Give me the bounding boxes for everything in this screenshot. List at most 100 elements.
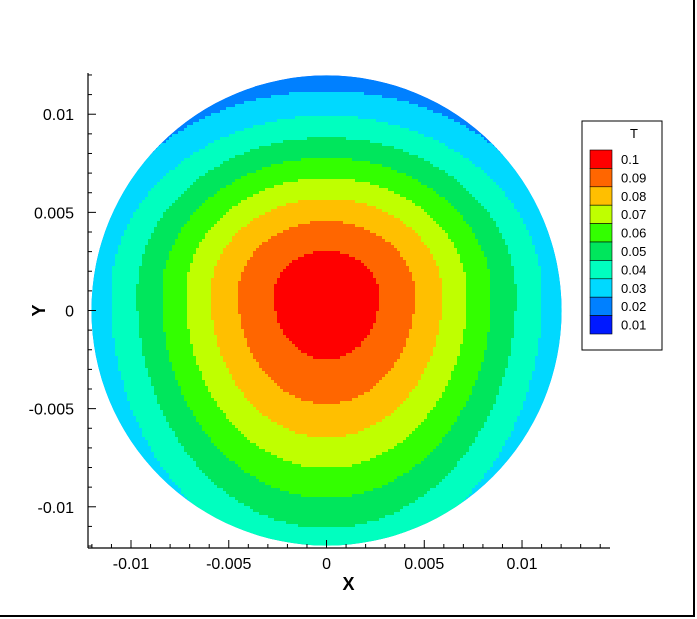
contour-cell bbox=[541, 272, 562, 276]
contour-cell bbox=[448, 431, 479, 435]
contour-cell bbox=[211, 518, 275, 522]
contour-cell bbox=[364, 338, 407, 342]
contour-cell bbox=[157, 221, 188, 225]
contour-cell bbox=[541, 299, 562, 303]
contour-cell bbox=[91, 449, 116, 453]
contour-cell bbox=[475, 236, 503, 240]
contour-cell bbox=[208, 476, 257, 480]
contour-cell bbox=[91, 203, 107, 207]
contour-cell bbox=[547, 425, 562, 429]
contour-cell bbox=[496, 221, 524, 225]
contour-cell bbox=[340, 356, 401, 360]
contour-cell bbox=[514, 422, 551, 426]
contour-cell bbox=[91, 173, 128, 177]
contour-cell bbox=[193, 260, 218, 264]
contour-cell bbox=[454, 365, 482, 369]
contour-cell bbox=[154, 509, 200, 513]
contour-cell bbox=[445, 230, 473, 234]
contour-cell bbox=[514, 266, 542, 270]
contour-cell bbox=[181, 536, 239, 540]
contour-cell bbox=[238, 299, 275, 303]
legend-label: 0.09 bbox=[621, 170, 646, 185]
contour-cell bbox=[184, 128, 245, 132]
contour-cell bbox=[298, 200, 356, 204]
contour-cell bbox=[484, 476, 524, 480]
contour-cell bbox=[421, 377, 452, 381]
contour-cell bbox=[376, 206, 422, 210]
contour-cell bbox=[91, 350, 116, 354]
contour-cell bbox=[169, 257, 194, 261]
contour-cell bbox=[172, 479, 212, 483]
legend-swatch bbox=[589, 241, 613, 261]
contour-cell bbox=[430, 251, 458, 255]
contour-cell bbox=[214, 482, 266, 486]
contour-cell bbox=[457, 251, 485, 255]
contour-cell bbox=[199, 365, 227, 369]
contour-cell bbox=[499, 389, 530, 393]
contour-cell bbox=[277, 422, 377, 426]
contour-cell bbox=[292, 260, 362, 264]
contour-cell bbox=[238, 536, 416, 540]
contour-cell bbox=[202, 428, 239, 432]
contour-cell bbox=[475, 533, 533, 537]
contour-cell bbox=[292, 461, 362, 465]
contour-cell bbox=[91, 284, 113, 288]
contour-cell bbox=[112, 287, 137, 291]
contour-cell bbox=[466, 317, 491, 321]
contour-cell bbox=[130, 401, 158, 405]
contour-cell bbox=[235, 179, 299, 183]
contour-cell bbox=[394, 215, 431, 219]
contour-cell bbox=[442, 305, 467, 309]
contour-cell bbox=[376, 311, 416, 315]
contour-cell bbox=[175, 377, 203, 381]
contour-cell bbox=[115, 353, 143, 357]
contour-cell bbox=[175, 482, 215, 486]
contour-cell bbox=[211, 311, 239, 315]
contour-cell bbox=[490, 278, 515, 282]
contour-cell bbox=[271, 485, 383, 489]
contour-cell bbox=[190, 335, 218, 339]
contour-cell bbox=[466, 401, 497, 405]
contour-cell bbox=[541, 194, 562, 198]
contour-cell bbox=[223, 410, 260, 414]
contour-cell bbox=[466, 125, 524, 129]
contour-cell bbox=[238, 305, 275, 309]
contour-cell bbox=[97, 494, 143, 498]
contour-cell bbox=[424, 458, 461, 462]
contour-cell bbox=[382, 143, 446, 147]
contour-cell bbox=[379, 308, 416, 312]
contour-cell bbox=[232, 239, 269, 243]
contour-cell bbox=[544, 431, 562, 435]
contour-cell bbox=[505, 239, 533, 243]
contour-cell bbox=[439, 332, 464, 336]
contour-cell bbox=[511, 353, 539, 357]
contour-cell bbox=[523, 170, 562, 174]
contour-cell bbox=[163, 287, 188, 291]
contour-cell bbox=[484, 356, 509, 360]
contour-cell bbox=[511, 341, 539, 345]
contour-cell bbox=[400, 125, 467, 129]
contour-cell bbox=[127, 227, 155, 231]
contour-cell bbox=[172, 527, 224, 531]
contour-cell bbox=[178, 440, 212, 444]
contour-cell bbox=[469, 446, 503, 450]
contour-cell bbox=[439, 140, 488, 144]
contour-cell bbox=[196, 209, 230, 213]
contour-cell bbox=[370, 425, 419, 429]
contour-cell bbox=[91, 206, 107, 210]
contour-cell bbox=[91, 320, 113, 324]
contour-cell bbox=[112, 278, 140, 282]
contour-cell bbox=[157, 224, 185, 228]
contour-cell bbox=[436, 401, 467, 405]
contour-cell bbox=[160, 404, 188, 408]
contour-cell bbox=[445, 515, 494, 519]
contour-cell bbox=[361, 461, 422, 465]
contour-cell bbox=[91, 257, 116, 261]
contour-cell bbox=[535, 455, 562, 459]
contour-cell bbox=[91, 254, 116, 258]
contour-cell bbox=[403, 506, 458, 510]
contour-cell bbox=[172, 362, 197, 366]
contour-cell bbox=[400, 218, 434, 222]
contour-cell bbox=[427, 491, 473, 495]
contour-cell bbox=[469, 539, 527, 543]
